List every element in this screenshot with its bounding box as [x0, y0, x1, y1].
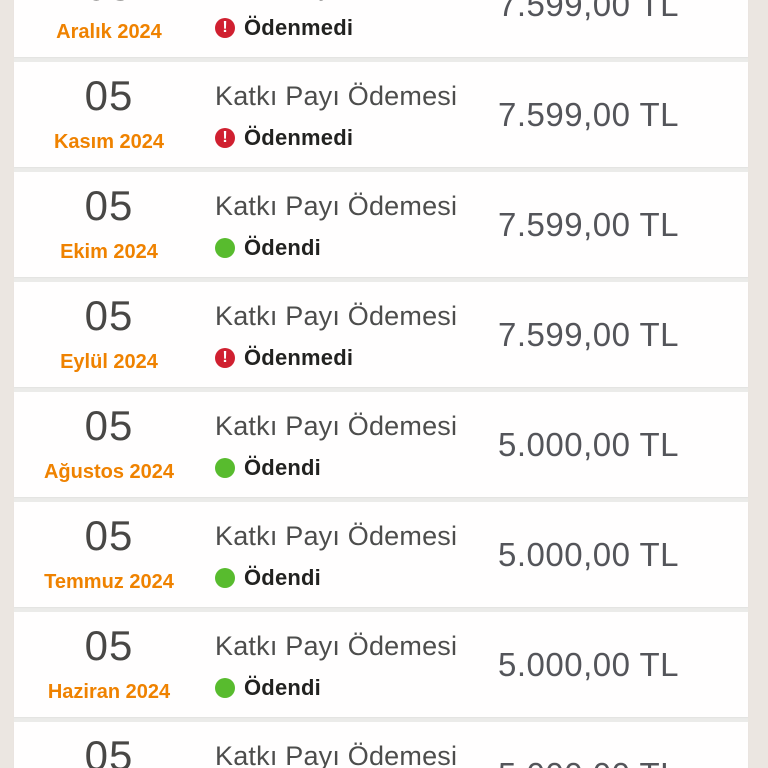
payment-date: 05 Ağustos 2024	[14, 392, 204, 497]
payment-status: Ödenmedi	[215, 344, 498, 372]
status-label: Ödenmedi	[244, 15, 354, 40]
payment-title: Katkı Payı Ödemesi	[215, 631, 458, 661]
payment-row[interactable]: 05 Ağustos 2024 Katkı Payı Ödemesi Ödend…	[14, 392, 748, 497]
payment-amount: 5.000,00 TL	[498, 425, 680, 463]
payment-status: Ödenmedi	[215, 124, 498, 152]
status-label: Ödendi	[244, 675, 321, 700]
payment-month: Aralık 2024	[56, 21, 162, 43]
payment-amount: 7.599,00 TL	[498, 95, 680, 133]
payment-month: Ağustos 2024	[43, 461, 175, 483]
payment-title: Katkı Payı Ödemesi	[215, 301, 458, 331]
paid-dot-icon	[215, 568, 235, 588]
payment-month: Eylül 2024	[60, 351, 158, 373]
payment-row[interactable]: 05 Aralık 2024 Katkı Payı Ödemesi Ödenme…	[14, 0, 748, 57]
payment-amount: 7.599,00 TL	[498, 315, 680, 353]
unpaid-exclamation-icon	[215, 348, 235, 368]
payment-day: 05	[84, 182, 134, 229]
payment-title: Katkı Payı Ödemesi	[215, 81, 458, 111]
payment-status: Ödendi	[215, 454, 498, 482]
payment-info: Katkı Payı Ödemesi Ödendi	[204, 502, 498, 607]
paid-dot-icon	[215, 458, 235, 478]
payment-day: 05	[84, 622, 134, 669]
payment-month: Ekim 2024	[60, 241, 158, 263]
payment-info: Katkı Payı Ödemesi Ödenmedi	[204, 0, 498, 57]
payment-title: Katkı Payı Ödemesi	[215, 521, 458, 551]
payment-row[interactable]: 05 Haziran 2024 Katkı Payı Ödemesi Ödend…	[14, 612, 748, 717]
payment-day: 05	[14, 0, 204, 8]
status-label: Ödenmedi	[244, 125, 354, 150]
payment-amount: 5.000,00 TL	[498, 722, 748, 768]
payment-date: 05 Kasım 2024	[14, 62, 204, 167]
payment-info: Katkı Payı Ödemesi Ödenmedi	[204, 282, 498, 387]
payment-status: Ödendi	[215, 674, 498, 702]
payment-amount: 5.000,00 TL	[498, 645, 680, 683]
payment-month: Kasım 2024	[53, 131, 165, 153]
payment-date: 05	[14, 722, 204, 768]
paid-dot-icon	[215, 678, 235, 698]
payment-info: Katkı Payı Ödemesi Ödendi	[204, 172, 498, 277]
payment-amount: 7.599,00 TL	[498, 0, 680, 23]
payment-month: Temmuz 2024	[44, 571, 174, 593]
payment-row[interactable]: 05 Ekim 2024 Katkı Payı Ödemesi Ödendi 7…	[14, 172, 748, 277]
status-label: Ödendi	[244, 565, 321, 590]
payment-row[interactable]: 05 Eylül 2024 Katkı Payı Ödemesi Ödenmed…	[14, 282, 748, 387]
payment-title: Katkı Payı Ödemesi	[215, 0, 498, 4]
payment-row[interactable]: 05 Temmuz 2024 Katkı Payı Ödemesi Ödendi…	[14, 502, 748, 607]
payment-info: Katkı Payı Ödemesi	[204, 722, 498, 768]
payment-month: Haziran 2024	[47, 681, 171, 703]
payment-amount: 5.000,00 TL	[498, 535, 680, 573]
status-label: Ödendi	[244, 235, 321, 260]
payment-row[interactable]: 05 Kasım 2024 Katkı Payı Ödemesi Ödenmed…	[14, 62, 748, 167]
payment-date: 05 Aralık 2024	[14, 0, 204, 57]
payment-day: 05	[84, 292, 134, 339]
payment-row[interactable]: 05 Katkı Payı Ödemesi 5.000,00 TL	[14, 722, 748, 768]
payment-info: Katkı Payı Ödemesi Ödendi	[204, 612, 498, 717]
payment-status: Ödendi	[215, 234, 498, 262]
payment-date: 05 Temmuz 2024	[14, 502, 204, 607]
payment-info: Katkı Payı Ödemesi Ödendi	[204, 392, 498, 497]
status-label: Ödendi	[244, 455, 321, 480]
payment-day: 05	[84, 512, 134, 559]
payment-title: Katkı Payı Ödemesi	[215, 411, 458, 441]
payment-status: Ödenmedi	[215, 14, 498, 42]
payment-info: Katkı Payı Ödemesi Ödenmedi	[204, 62, 498, 167]
payment-date: 05 Haziran 2024	[14, 612, 204, 717]
payment-day: 05	[84, 72, 134, 119]
payment-date: 05 Ekim 2024	[14, 172, 204, 277]
unpaid-exclamation-icon	[215, 18, 235, 38]
payment-date: 05 Eylül 2024	[14, 282, 204, 387]
payment-day: 05	[84, 402, 134, 449]
payment-title: Katkı Payı Ödemesi	[215, 741, 458, 768]
payment-list: 05 Aralık 2024 Katkı Payı Ödemesi Ödenme…	[14, 0, 748, 768]
payment-day: 05	[84, 732, 134, 768]
status-label: Ödenmedi	[244, 345, 354, 370]
unpaid-exclamation-icon	[215, 128, 235, 148]
payment-title: Katkı Payı Ödemesi	[215, 191, 458, 221]
paid-dot-icon	[215, 238, 235, 258]
payment-status: Ödendi	[215, 564, 498, 592]
payment-amount: 7.599,00 TL	[498, 205, 680, 243]
